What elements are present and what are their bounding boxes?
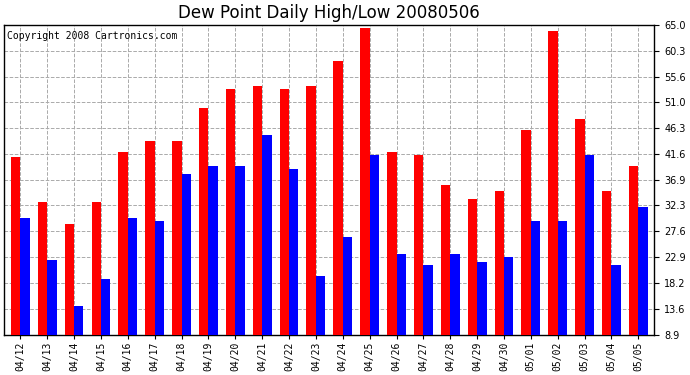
Bar	[226, 88, 235, 334]
Bar	[638, 207, 648, 334]
Bar	[387, 152, 397, 334]
Bar	[333, 61, 343, 334]
Bar	[451, 254, 460, 334]
Bar	[181, 174, 191, 334]
Bar	[611, 265, 621, 334]
Bar	[477, 262, 486, 334]
Bar	[531, 221, 540, 334]
Bar	[468, 199, 477, 334]
Bar	[11, 158, 20, 334]
Bar	[584, 155, 594, 334]
Bar	[262, 135, 272, 334]
Bar	[504, 257, 513, 334]
Bar	[74, 306, 83, 334]
Title: Dew Point Daily High/Low 20080506: Dew Point Daily High/Low 20080506	[179, 4, 480, 22]
Bar	[20, 218, 30, 334]
Bar	[602, 190, 611, 334]
Bar	[172, 141, 181, 334]
Bar	[128, 218, 137, 334]
Bar	[155, 221, 164, 334]
Bar	[119, 152, 128, 334]
Bar	[424, 265, 433, 334]
Bar	[343, 237, 352, 334]
Bar	[289, 168, 298, 334]
Bar	[360, 28, 370, 334]
Bar	[441, 185, 451, 334]
Bar	[101, 279, 110, 334]
Text: Copyright 2008 Cartronics.com: Copyright 2008 Cartronics.com	[8, 31, 178, 41]
Bar	[199, 108, 208, 334]
Bar	[38, 202, 47, 334]
Bar	[279, 88, 289, 334]
Bar	[549, 31, 558, 334]
Bar	[522, 130, 531, 334]
Bar	[370, 155, 379, 334]
Bar	[92, 202, 101, 334]
Bar	[414, 155, 424, 334]
Bar	[65, 224, 74, 334]
Bar	[495, 190, 504, 334]
Bar	[575, 119, 584, 334]
Bar	[397, 254, 406, 334]
Bar	[306, 86, 316, 334]
Bar	[208, 166, 218, 334]
Bar	[47, 260, 57, 334]
Bar	[316, 276, 325, 334]
Bar	[235, 166, 245, 334]
Bar	[629, 166, 638, 334]
Bar	[146, 141, 155, 334]
Bar	[558, 221, 567, 334]
Bar	[253, 86, 262, 334]
